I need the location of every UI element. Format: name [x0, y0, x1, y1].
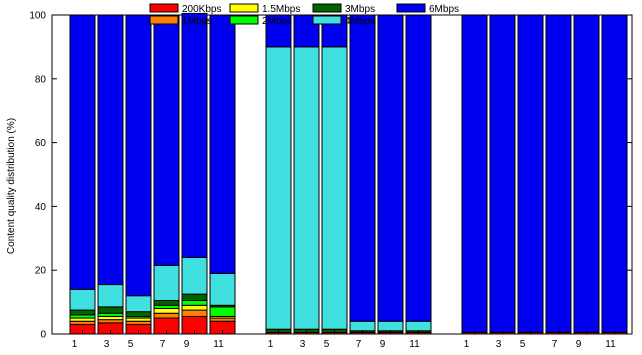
- bar-segment: [153, 300, 180, 306]
- legend-swatch: [149, 3, 179, 13]
- legend-label: 1Mbps: [182, 16, 212, 27]
- legend-swatch: [396, 3, 426, 13]
- x-tick-label: 11: [213, 339, 224, 350]
- legend-label: 2Mbps: [262, 16, 292, 27]
- bar-segment: [97, 306, 124, 314]
- bar-segment: [601, 14, 628, 333]
- bar-segment: [181, 300, 208, 306]
- bar-segment: [125, 295, 152, 313]
- x-tick-label: 9: [184, 339, 190, 350]
- bar-segment: [321, 46, 348, 330]
- bar-segment: [209, 14, 236, 274]
- bar-segment: [265, 14, 292, 48]
- legend-swatch: [149, 15, 179, 25]
- x-tick-label: 7: [356, 339, 362, 350]
- bar-segment: [209, 272, 236, 306]
- bar-segment: [349, 320, 376, 332]
- bar-segment: [153, 312, 180, 319]
- x-tick-label: 7: [552, 339, 558, 350]
- bar-segment: [265, 46, 292, 330]
- bar-segment: [153, 14, 180, 266]
- bar-segment: [69, 288, 96, 311]
- y-tick-label: 20: [35, 266, 47, 277]
- x-tick-label: 5: [324, 339, 330, 350]
- x-tick-label: 9: [380, 339, 386, 350]
- bar-segment: [181, 304, 208, 311]
- x-tick-label: 5: [520, 339, 526, 350]
- legend-label: 3Mbps: [345, 4, 375, 15]
- bar-segment: [377, 320, 404, 332]
- y-tick-label: 60: [35, 138, 47, 149]
- bar-segment: [181, 12, 208, 258]
- x-tick-label: 5: [128, 339, 134, 350]
- y-tick-label: 0: [40, 330, 46, 341]
- legend-swatch: [312, 15, 342, 25]
- x-tick-label: 11: [605, 339, 616, 350]
- legend-swatch: [229, 15, 259, 25]
- y-tick-label: 100: [29, 11, 46, 22]
- x-tick-label: 3: [300, 339, 306, 350]
- bar-segment: [153, 264, 180, 302]
- y-tick-label: 40: [35, 202, 47, 213]
- legend-label: 4Mbps: [345, 16, 375, 27]
- bar-segment: [97, 284, 124, 308]
- legend-label: 6Mbps: [429, 4, 459, 15]
- x-tick-label: 1: [268, 339, 274, 350]
- bar-segment: [209, 306, 236, 317]
- bar-segment: [377, 14, 404, 322]
- bar-segment: [461, 14, 488, 333]
- bar-segment: [517, 14, 544, 333]
- bar-segment: [405, 320, 432, 332]
- bar-segment: [573, 14, 600, 333]
- bar-segment: [349, 14, 376, 322]
- legend-swatch: [229, 3, 259, 13]
- x-tick-label: 3: [104, 339, 110, 350]
- x-tick-label: 9: [576, 339, 582, 350]
- x-tick-label: 3: [496, 339, 502, 350]
- bar-segment: [181, 256, 208, 295]
- x-tick-label: 7: [160, 339, 166, 350]
- bar-segment: [181, 309, 208, 317]
- bar-segment: [69, 14, 96, 290]
- bar-segment: [69, 309, 96, 316]
- x-tick-label: 1: [72, 339, 78, 350]
- bar-segment: [181, 293, 208, 302]
- bar-segment: [125, 311, 152, 317]
- y-axis-label: Content quality distribution (%): [6, 118, 17, 254]
- legend-label: 1.5Mbps: [262, 4, 300, 15]
- bar-segment: [545, 14, 572, 333]
- x-tick-label: 1: [464, 339, 470, 350]
- bar-segment: [97, 14, 124, 286]
- y-tick-label: 80: [35, 74, 47, 85]
- bar-segment: [125, 14, 152, 297]
- legend-label: 200Kbps: [182, 4, 221, 15]
- legend-swatch: [312, 3, 342, 13]
- bar-segment: [153, 307, 180, 314]
- x-tick-label: 11: [409, 339, 420, 350]
- bar-segment: [405, 14, 432, 322]
- bar-segment: [489, 14, 516, 333]
- bar-segment: [293, 46, 320, 330]
